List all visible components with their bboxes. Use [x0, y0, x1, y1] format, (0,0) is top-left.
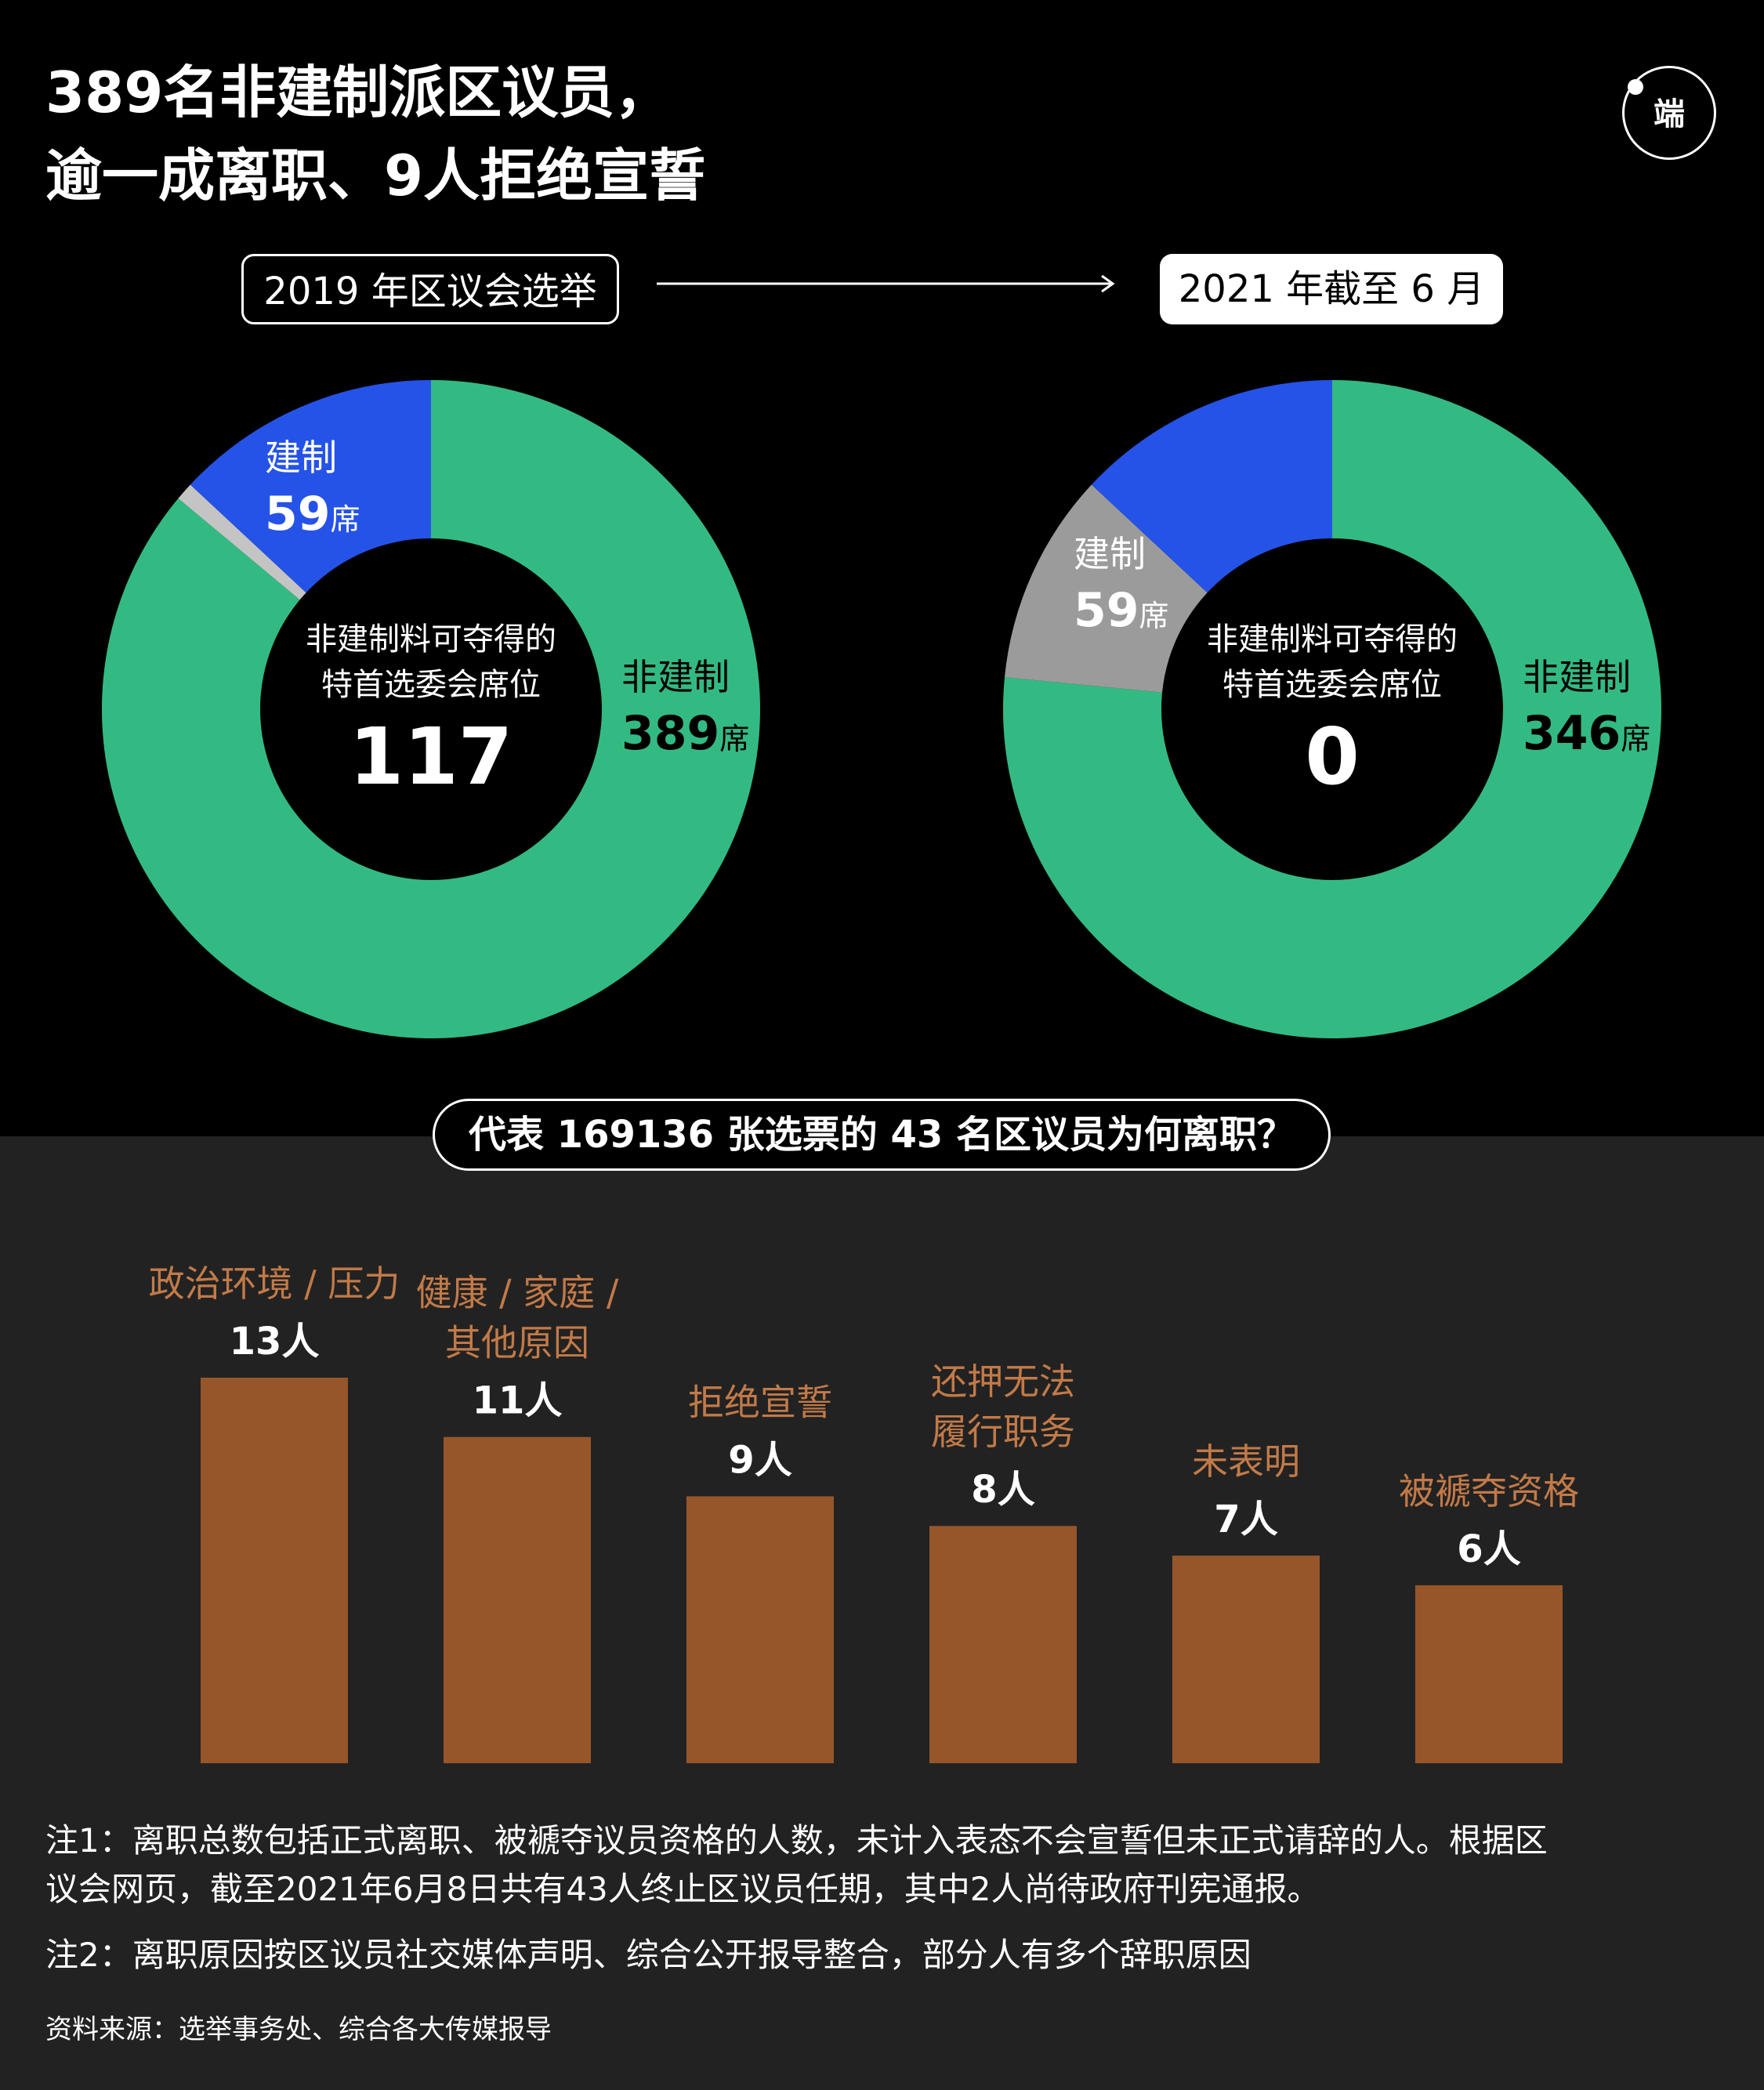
donut-0-center-value: 117: [350, 711, 513, 802]
bar-4: [1172, 1556, 1320, 1763]
page-title-line-2: 逾一成离职、9人拒绝宣誓: [45, 143, 706, 208]
bar-3-category-label: 履行职务: [931, 1411, 1075, 1453]
bar-5: [1415, 1585, 1563, 1763]
bar-0-value: 13人: [230, 1320, 320, 1364]
bar-0-category-label: 政治环境 / 压力: [149, 1262, 400, 1305]
note-1-line-1: 注1：离职总数包括正式离职、被褫夺议员资格的人数，未计入表态不会宣誓但未正式请辞…: [45, 1821, 1548, 1860]
donut-0-non-establishment-label: 非建制: [621, 656, 730, 698]
donut-0-establishment-value: 59席: [265, 487, 360, 542]
donut-1-non-establishment-label: 非建制: [1523, 656, 1631, 698]
timeline-label-2019: 2019 年区议会选举: [241, 254, 619, 324]
donut-0-non-establishment-value: 389席: [621, 706, 749, 761]
bar-2: [686, 1496, 834, 1763]
bar-2-category-label: 拒绝宣誓: [688, 1381, 832, 1423]
donut-0-establishment-label: 建制: [265, 436, 337, 479]
donut-0-center-label: 非建制料可夺得的: [306, 621, 556, 657]
bar-5-category-label: 被褫夺资格: [1399, 1470, 1579, 1512]
duan-media-logo-icon: 端: [1622, 66, 1716, 160]
logo-dot: [1628, 79, 1643, 95]
donut-0-center-label: 特首选委会席位: [321, 667, 541, 703]
bar-5-value: 6人: [1457, 1527, 1520, 1571]
donut-1-hole: [1161, 538, 1503, 880]
bar-4-category-label: 未表明: [1192, 1440, 1300, 1483]
bar-1-category-label: 其他原因: [445, 1322, 589, 1364]
bar-chart-title: 代表 169136 张选票的 43 名区议员为何离职？: [433, 1099, 1331, 1171]
donut-1-establishment-label: 建制: [1074, 533, 1146, 575]
bar-3-category-label: 还押无法: [931, 1360, 1075, 1403]
bar-4-value: 7人: [1214, 1498, 1277, 1541]
source-credit: 资料来源：选举事务处、综合各大传媒报导: [45, 2014, 552, 2045]
note-1-line-2: 议会网页，截至2021年6月8日共有43人终止区议员任期，其中2人尚待政府刊宪通…: [45, 1870, 1320, 1908]
bar-2-value: 9人: [728, 1438, 791, 1482]
bar-1: [444, 1436, 591, 1763]
right-arrow-icon: [657, 274, 1115, 293]
bar-chart: 13人 政治环境 / 压力 11人 健康 / 家庭 / 其他原因 9人 拒绝宣誓 8人 还押无法…: [149, 1262, 1579, 1763]
bar-3: [929, 1526, 1077, 1763]
bar-3-value: 8人: [971, 1468, 1034, 1512]
donut-1-center-label: 特首选委会席位: [1222, 667, 1442, 703]
bar-0: [201, 1378, 348, 1763]
donut-1-establishment-value: 59席: [1074, 583, 1169, 638]
note-2: 注2：离职原因按区议员社交媒体声明、综合公开报导整合，部分人有多个辞职原因: [45, 1936, 1251, 1974]
bar-1-category-label: 健康 / 家庭 /: [416, 1272, 619, 1314]
timeline-label-2021: 2021 年截至 6 月: [1160, 254, 1503, 324]
donut-charts: 非建制料可夺得的特首选委会席位117非建制389席建制59席非建制料可夺得的特首…: [101, 380, 1661, 1038]
donut-1-non-establishment-value: 346席: [1523, 706, 1650, 761]
logo-text: 端: [1654, 96, 1685, 132]
bar-1-value: 11人: [473, 1379, 563, 1423]
donut-1-center-value: 0: [1305, 711, 1360, 802]
donut-1-center-label: 非建制料可夺得的: [1207, 621, 1458, 657]
donut-0-hole: [260, 538, 602, 880]
page-title-line-1: 389名非建制派区议员，: [45, 60, 672, 125]
